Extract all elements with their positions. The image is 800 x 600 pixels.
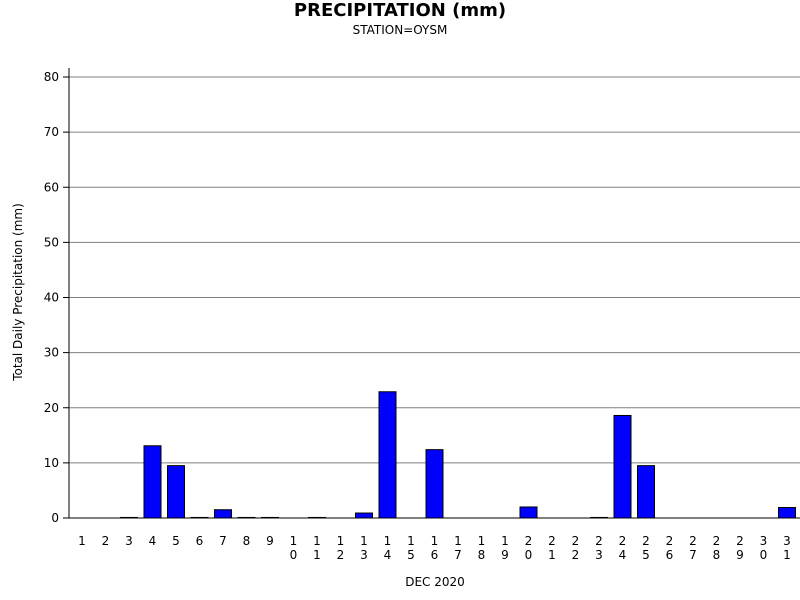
x-tick-label: 8 <box>243 534 251 548</box>
bar <box>519 506 538 519</box>
y-tick-label: 40 <box>44 291 59 305</box>
x-tick-label: 9 <box>266 534 274 548</box>
bar <box>378 391 397 519</box>
y-tick-label: 60 <box>44 180 59 194</box>
bar <box>143 445 162 519</box>
x-tick-label: 3 <box>125 534 133 548</box>
chart-subtitle: STATION=OYSM <box>352 23 448 37</box>
y-tick-label: 0 <box>51 511 59 525</box>
x-tick-label: 2 <box>102 534 110 548</box>
y-tick-label: 70 <box>44 125 59 139</box>
y-tick-label: 50 <box>44 235 59 249</box>
x-tick-label: 6 <box>196 534 204 548</box>
x-tick-label: 4 <box>149 534 157 548</box>
x-tick-label: 1 <box>78 534 86 548</box>
bar <box>355 512 373 519</box>
bar <box>778 507 796 519</box>
y-tick-label: 10 <box>44 456 59 470</box>
y-tick-label: 20 <box>44 401 59 415</box>
x-tick-label: 7 <box>219 534 227 548</box>
bar <box>214 509 232 519</box>
x-axis-label: DEC 2020 <box>405 575 465 589</box>
bar <box>425 449 444 519</box>
chart-title: PRECIPITATION (mm) <box>293 0 507 21</box>
bar <box>613 414 632 519</box>
bar <box>167 465 185 519</box>
y-tick-label: 80 <box>44 70 59 84</box>
bar <box>637 465 655 519</box>
x-tick-label: 5 <box>172 534 180 548</box>
y-tick-label: 30 <box>44 346 59 360</box>
